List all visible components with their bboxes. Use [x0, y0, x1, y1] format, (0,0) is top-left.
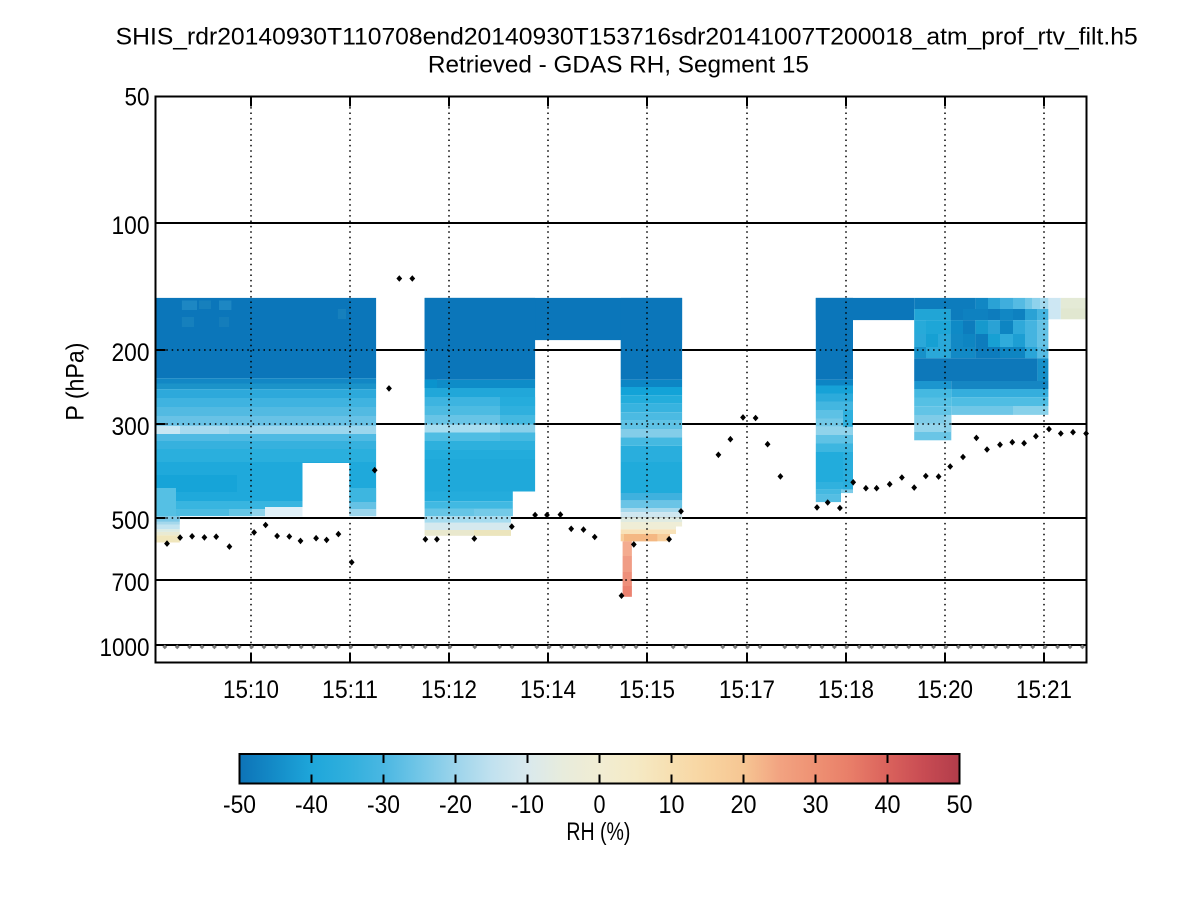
- svg-text:30: 30: [803, 791, 829, 819]
- svg-text:200: 200: [112, 339, 150, 367]
- svg-text:50: 50: [125, 83, 150, 111]
- svg-text:100: 100: [112, 212, 150, 240]
- svg-text:SHIS_rdr20140930T110708end2014: SHIS_rdr20140930T110708end20140930T15371…: [116, 24, 1138, 51]
- svg-text:40: 40: [875, 791, 901, 819]
- svg-text:15:11: 15:11: [322, 676, 378, 704]
- svg-text:15:18: 15:18: [818, 676, 874, 704]
- svg-text:RH (%): RH (%): [566, 818, 630, 846]
- svg-text:15:10: 15:10: [223, 676, 279, 704]
- svg-text:15:12: 15:12: [421, 676, 477, 704]
- svg-text:50: 50: [947, 791, 973, 819]
- svg-text:Retrieved - GDAS RH, Segment 1: Retrieved - GDAS RH, Segment 15: [428, 52, 809, 79]
- svg-text:300: 300: [112, 413, 150, 441]
- svg-text:10: 10: [659, 791, 685, 819]
- svg-text:-30: -30: [367, 791, 400, 819]
- svg-text:20: 20: [731, 791, 757, 819]
- svg-text:P (hPa): P (hPa): [62, 343, 90, 421]
- svg-text:15:20: 15:20: [917, 676, 973, 704]
- svg-text:-20: -20: [439, 791, 472, 819]
- svg-text:-10: -10: [511, 791, 544, 819]
- svg-text:700: 700: [112, 569, 150, 597]
- svg-text:1000: 1000: [100, 634, 150, 662]
- svg-text:15:14: 15:14: [520, 676, 576, 704]
- svg-text:-50: -50: [223, 791, 256, 819]
- svg-text:15:15: 15:15: [619, 676, 675, 704]
- svg-text:500: 500: [112, 507, 150, 535]
- svg-text:-40: -40: [295, 791, 328, 819]
- svg-text:0: 0: [594, 791, 606, 819]
- svg-text:15:21: 15:21: [1016, 676, 1072, 704]
- svg-text:15:17: 15:17: [719, 676, 775, 704]
